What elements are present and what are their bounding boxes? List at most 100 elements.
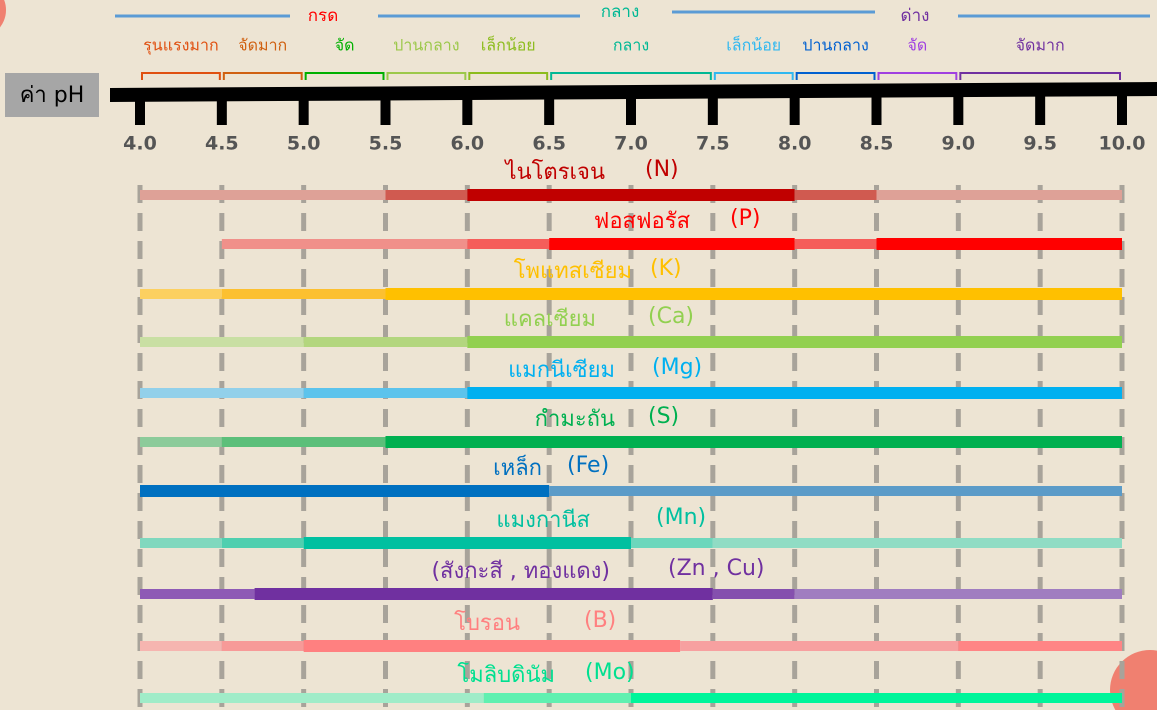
availability-segment [254, 588, 713, 600]
tick-mark [626, 95, 636, 125]
group-label: กรด [308, 6, 338, 26]
availability-segment [712, 589, 795, 599]
group-label: ด่าง [901, 6, 930, 26]
scale-label-box [5, 73, 99, 117]
availability-segment [794, 589, 1122, 599]
zone-bracket [304, 72, 385, 80]
nutrient-name: ไนโตรเจน [504, 159, 605, 185]
tick-label: 5.0 [287, 133, 321, 155]
nutrient-symbol: (Mn) [656, 505, 706, 530]
availability-segment [794, 190, 877, 200]
zone-label: จัดมาก [1016, 36, 1065, 55]
zone-label: กลาง [613, 36, 649, 55]
tick-label: 9.5 [1023, 133, 1057, 155]
zone-label: จัดมาก [238, 36, 287, 55]
zone-label: ปานกลาง [393, 36, 459, 55]
availability-segment [140, 337, 304, 347]
nutrient-name: แมงกานีส [496, 508, 590, 533]
availability-segment [483, 693, 631, 703]
tick-label: 10.0 [1099, 133, 1146, 155]
zone-bracket [795, 72, 876, 80]
availability-segment [140, 538, 222, 548]
availability-segment [958, 641, 1122, 651]
availability-segment [140, 693, 484, 703]
zone-bracket [141, 72, 221, 80]
nutrient-name: โพแทสเซียม [514, 258, 632, 284]
availability-segment [303, 388, 468, 398]
availability-segment [680, 641, 959, 651]
nutrient-name: โมลิบดินัม [457, 662, 555, 688]
availability-segment [876, 238, 1122, 250]
zone-label: ปานกลาง [802, 36, 868, 55]
availability-segment [467, 336, 1122, 348]
nutrient-name: กำมะถัน [535, 407, 615, 432]
tick-label: 7.0 [614, 133, 648, 155]
decoration [0, 0, 6, 28]
zone-bracket [550, 72, 712, 80]
nutrient-symbol: (Zn , Cu) [668, 556, 764, 581]
nutrient-symbol: (P) [730, 206, 760, 231]
nutrient-name: ฟอสฟอรัส [594, 209, 691, 234]
tick-label: 9.0 [941, 133, 975, 155]
availability-segment [876, 190, 1122, 200]
nutrient-name: แมกนีเซียม [508, 358, 615, 383]
tick-label: 6.5 [532, 133, 566, 155]
tick-mark [462, 95, 473, 125]
nutrient-name: โบรอน [454, 610, 520, 636]
availability-segment [303, 537, 631, 549]
availability-segment [303, 640, 681, 652]
tick-mark [1117, 95, 1127, 125]
tick-label: 4.5 [205, 133, 239, 155]
availability-segment [140, 485, 550, 497]
tick-mark [789, 95, 800, 125]
tick-mark [216, 95, 227, 125]
nutrient-symbol: (Mo) [585, 660, 635, 685]
tick-mark [298, 95, 309, 125]
availability-segment [385, 190, 468, 200]
tick-mark [953, 95, 964, 125]
nutrient-name: เหล็ก [493, 453, 542, 481]
nutrient-symbol: (Ca) [648, 304, 694, 329]
tick-mark [135, 95, 145, 125]
group-label: กลาง [601, 2, 640, 22]
availability-segment [385, 436, 1122, 448]
scale-label: ค่า pH [20, 83, 85, 108]
availability-segment [794, 239, 877, 249]
nutrient-name: (สังกะสี , ทองแดง) [431, 559, 610, 584]
tick-label: 8.5 [860, 133, 894, 155]
nutrient-name: แคลเซียม [504, 307, 596, 332]
zone-bracket [386, 72, 467, 80]
nutrient-symbol: (S) [648, 404, 679, 429]
availability-segment [221, 641, 304, 651]
nutrient-symbol: (K) [650, 256, 682, 281]
zone-label: เล็กน้อย [481, 35, 536, 55]
nutrient-symbol: (Fe) [567, 453, 609, 478]
tick-label: 7.5 [696, 133, 730, 155]
availability-segment [140, 289, 222, 299]
availability-segment [549, 486, 1122, 496]
nutrient-symbol: (B) [584, 608, 616, 633]
tick-label: 4.0 [123, 133, 157, 155]
zone-bracket [222, 72, 303, 80]
tick-mark [707, 95, 718, 125]
tick-mark [1035, 95, 1046, 125]
availability-segment [221, 437, 386, 447]
availability-segment [140, 589, 255, 599]
availability-segment [467, 387, 1122, 399]
tick-mark [380, 95, 391, 125]
availability-segment [467, 189, 795, 201]
availability-segment [140, 641, 222, 651]
availability-segment [467, 239, 550, 249]
zone-label: จัด [335, 36, 355, 55]
tick-label: 8.0 [778, 133, 812, 155]
zone-bracket [713, 72, 794, 80]
availability-segment [221, 289, 386, 299]
nutrient-symbol: (N) [645, 157, 679, 182]
zone-bracket [959, 72, 1121, 80]
zone-bracket [877, 72, 958, 80]
availability-segment [631, 538, 713, 548]
availability-segment [385, 288, 1122, 300]
availability-segment [140, 190, 386, 200]
